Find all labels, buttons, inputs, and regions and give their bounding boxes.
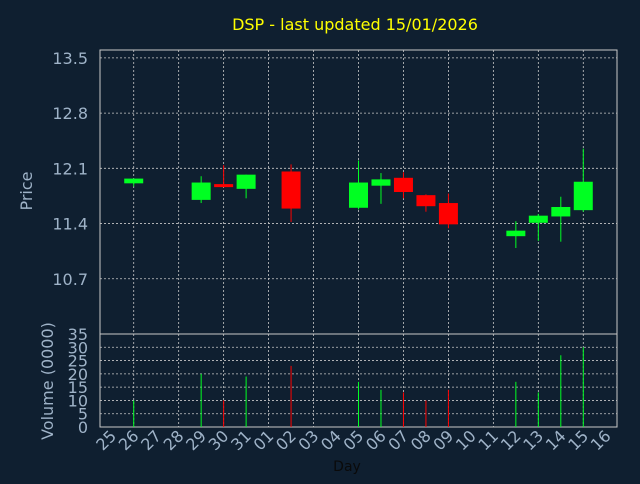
price-axis-label: Price <box>17 171 36 210</box>
candle-body <box>573 181 593 211</box>
price-tick-label: 10.7 <box>52 270 88 289</box>
price-tick-label: 13.5 <box>52 49 88 68</box>
volume-tick-label: 5 <box>78 405 88 424</box>
candle-body <box>528 215 548 223</box>
chart-title: DSP - last updated 15/01/2026 <box>232 15 478 34</box>
candle-body <box>349 182 368 208</box>
candle-body <box>506 230 526 237</box>
candle-body <box>124 178 144 184</box>
candle-body <box>371 179 391 186</box>
price-tick-label: 12.8 <box>52 104 88 123</box>
price-tick-label: 11.4 <box>52 215 88 234</box>
volume-tick-label: 15 <box>68 378 88 397</box>
candle-body <box>236 174 256 189</box>
volume-tick-label: 10 <box>68 391 88 410</box>
x-tick-label: 16 <box>587 426 615 454</box>
candle-body <box>438 203 458 225</box>
volume-tick-label: 0 <box>78 418 88 437</box>
price-tick-label: 12.1 <box>52 159 88 178</box>
candle-body <box>393 177 413 192</box>
candle-body <box>551 206 571 217</box>
volume-axis-label: Volume (0000) <box>38 322 57 440</box>
candle-body <box>416 195 436 207</box>
volume-tick-label: 35 <box>68 325 88 344</box>
candle-body <box>214 184 234 188</box>
candle-body <box>281 171 301 209</box>
volume-tick-label: 20 <box>68 365 88 384</box>
volume-tick-label: 25 <box>68 352 88 371</box>
x-axis-label: Day <box>333 459 361 475</box>
volume-tick-label: 30 <box>68 338 88 357</box>
candle-body <box>191 182 211 200</box>
